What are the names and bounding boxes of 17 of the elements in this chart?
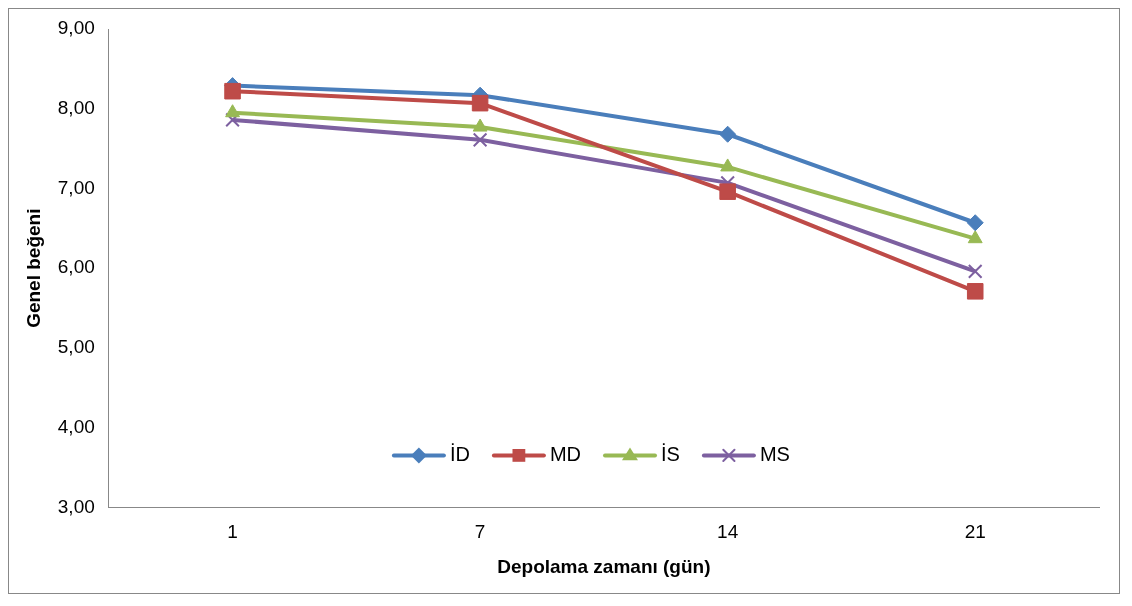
y-tick-label: 4,00 [57,415,95,437]
x-tick-label: 7 [474,521,486,543]
x-tick-label: 21 [964,521,986,543]
x-axis-title: Depolama zamanı (gün) [497,555,711,577]
legend-label: İS [660,442,680,465]
y-tick-label: 8,00 [57,96,95,118]
x-tick-label: 1 [227,521,238,543]
legend-label: İD [449,442,470,465]
y-axis-title: Genel beğeni [22,208,44,328]
y-tick-label: 5,00 [57,336,95,358]
y-tick-label: 6,00 [57,256,95,278]
y-tick-label: 7,00 [57,176,95,198]
x-tick-label: 14 [717,521,739,543]
legend-label: MD [549,442,581,465]
y-tick-label: 3,00 [57,495,95,517]
legend-label: MS [759,442,790,465]
y-tick-label: 9,00 [57,17,95,39]
